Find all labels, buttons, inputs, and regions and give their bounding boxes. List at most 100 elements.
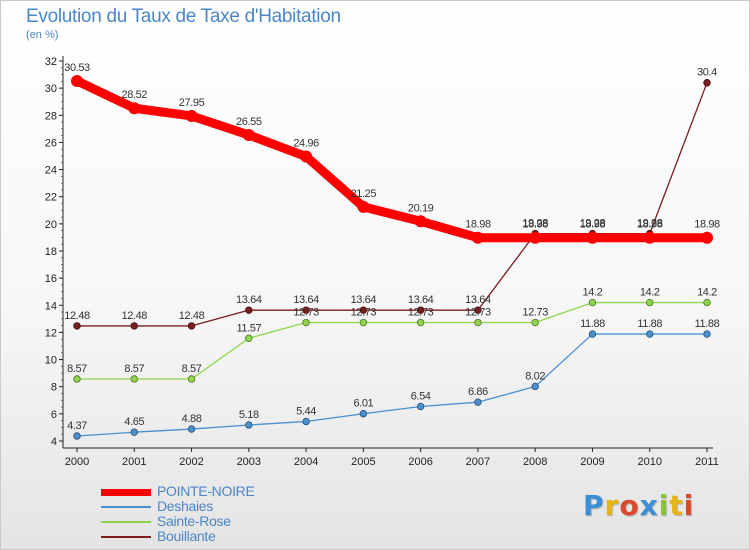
data-label: 27.95 bbox=[179, 97, 205, 109]
data-label: 8.57 bbox=[182, 363, 202, 375]
data-label: 8.57 bbox=[124, 363, 144, 375]
x-tick-label: 2008 bbox=[523, 456, 547, 468]
legend-item: Deshaies bbox=[101, 499, 321, 514]
y-tick-label: 24 bbox=[45, 165, 57, 177]
data-point bbox=[471, 231, 484, 244]
data-label: 8.57 bbox=[67, 363, 87, 375]
data-label: 30.53 bbox=[64, 62, 90, 74]
data-point bbox=[73, 322, 81, 330]
data-point bbox=[245, 421, 253, 429]
data-point bbox=[187, 425, 196, 433]
data-point bbox=[588, 298, 597, 307]
y-tick-label: 4 bbox=[51, 436, 57, 448]
y-tick-label: 10 bbox=[45, 355, 57, 367]
data-point bbox=[416, 402, 425, 411]
series-sainte-rose bbox=[73, 298, 711, 383]
series-line bbox=[72, 76, 712, 243]
x-tick-label: 2011 bbox=[695, 456, 719, 468]
legend: POINTE-NOIRE Deshaies Sainte-Rose Bouillant… bbox=[101, 484, 321, 544]
x-tick-label: 2007 bbox=[466, 456, 490, 468]
data-point bbox=[71, 74, 83, 87]
data-label: 8.02 bbox=[525, 370, 545, 382]
data-point bbox=[73, 375, 81, 383]
data-point bbox=[302, 417, 310, 426]
chart-unit: (en %) bbox=[26, 29, 59, 41]
data-label: 13.64 bbox=[351, 294, 377, 306]
data-label: 20.19 bbox=[408, 202, 434, 214]
x-tick-label: 2005 bbox=[351, 456, 375, 468]
data-label: 14.2 bbox=[640, 287, 660, 299]
data-label: 28.52 bbox=[122, 89, 148, 101]
data-label: 11.88 bbox=[637, 318, 662, 330]
data-label: 18.98 bbox=[580, 219, 606, 231]
data-label: 11.88 bbox=[580, 318, 605, 330]
data-point bbox=[245, 334, 253, 342]
legend-label: POINTE-NOIRE bbox=[157, 483, 255, 499]
y-tick-label: 32 bbox=[45, 56, 57, 68]
data-label: 12.73 bbox=[522, 307, 548, 319]
legend-label: Bouillante bbox=[157, 528, 216, 544]
y-tick-label: 6 bbox=[51, 409, 57, 421]
y-tick-label: 8 bbox=[51, 382, 57, 394]
data-point bbox=[701, 231, 713, 244]
data-label: 6.01 bbox=[353, 398, 373, 410]
x-tick-label: 2000 bbox=[65, 456, 89, 468]
legend-item: Sainte-Rose bbox=[101, 514, 321, 529]
legend-item: POINTE-NOIRE bbox=[101, 484, 321, 499]
data-point bbox=[416, 318, 425, 327]
logo-letter: t bbox=[669, 489, 684, 522]
y-tick-label: 30 bbox=[45, 83, 57, 95]
data-label: 4.37 bbox=[67, 420, 87, 432]
series-line bbox=[76, 333, 708, 437]
data-label: 30.4 bbox=[697, 67, 717, 79]
series-line bbox=[76, 82, 708, 327]
y-tick-label: 14 bbox=[45, 300, 57, 312]
data-label: 4.88 bbox=[182, 413, 202, 425]
data-label: 13.64 bbox=[293, 294, 319, 306]
data-label: 13.64 bbox=[408, 294, 434, 306]
x-tick-label: 2006 bbox=[408, 456, 432, 468]
data-label: 5.18 bbox=[239, 409, 259, 421]
data-label: 6.54 bbox=[411, 391, 431, 403]
data-label: 13.64 bbox=[465, 294, 491, 306]
x-tick-label: 2010 bbox=[637, 456, 661, 468]
data-point bbox=[242, 128, 255, 141]
data-label: 12.48 bbox=[179, 310, 205, 322]
logo-letter: i bbox=[683, 489, 695, 522]
series-deshaies bbox=[73, 330, 711, 440]
data-label: 21.25 bbox=[351, 188, 377, 200]
logo-letter: i bbox=[658, 489, 670, 522]
data-point bbox=[302, 318, 310, 327]
data-label: 12.48 bbox=[64, 310, 90, 322]
data-point bbox=[187, 375, 196, 383]
data-label: 4.65 bbox=[124, 416, 144, 428]
axes: 4 6 8 10 12 14 16 18 20 22 24 26 28 30 32 2000 2001 2002 2… bbox=[45, 56, 719, 468]
y-tick-label: 28 bbox=[45, 110, 57, 122]
data-label: 12.73 bbox=[408, 307, 434, 319]
chart-title: Evolution du Taux de Taxe d'Habitation bbox=[26, 6, 341, 27]
logo-letter: r bbox=[604, 489, 620, 522]
data-point bbox=[245, 306, 253, 314]
data-label: 5.44 bbox=[296, 405, 316, 417]
data-point bbox=[703, 79, 711, 87]
series-lines bbox=[71, 74, 713, 440]
data-point bbox=[359, 318, 368, 327]
data-point bbox=[357, 200, 370, 213]
data-label: 24.96 bbox=[293, 138, 319, 150]
series-pointe-noire bbox=[71, 74, 713, 244]
data-label: 26.55 bbox=[236, 116, 262, 128]
series-line bbox=[76, 301, 708, 380]
data-label: 6.86 bbox=[468, 386, 488, 398]
legend-swatch bbox=[101, 488, 151, 496]
x-tick-label: 2009 bbox=[580, 456, 604, 468]
data-point bbox=[302, 306, 310, 314]
data-label: 14.2 bbox=[697, 287, 717, 299]
data-label: 12.73 bbox=[351, 307, 377, 319]
legend-swatch bbox=[101, 506, 151, 508]
y-tick-label: 20 bbox=[45, 219, 57, 231]
data-point bbox=[703, 330, 711, 338]
data-label: 12.48 bbox=[122, 310, 148, 322]
data-label: 19.28 bbox=[522, 218, 548, 230]
